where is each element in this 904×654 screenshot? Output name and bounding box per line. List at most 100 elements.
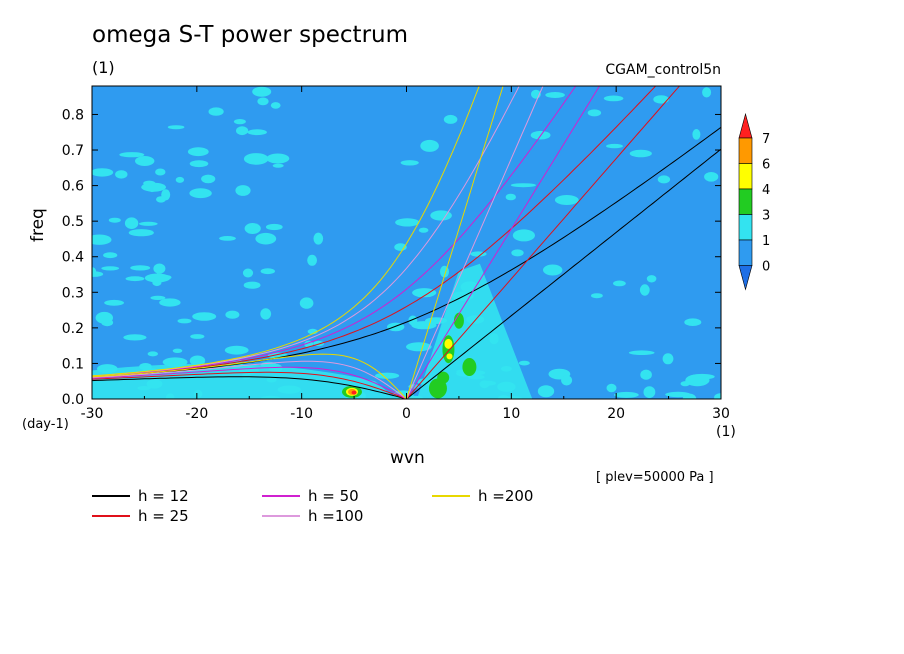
colorbar-label: 7	[762, 132, 770, 147]
power-blob	[537, 385, 555, 398]
y-tick-label: 0.4	[62, 250, 84, 266]
x-axis-label: wvn	[390, 448, 425, 468]
legend-swatch	[92, 495, 130, 497]
power-blob	[408, 315, 418, 326]
kelvin-curve	[406, 86, 504, 399]
power-blob	[640, 369, 652, 380]
power-blob	[235, 185, 251, 196]
power-blob	[665, 391, 691, 398]
power-blob	[130, 265, 151, 271]
power-blob	[272, 163, 284, 168]
legend-swatch	[92, 515, 130, 517]
power-blob	[236, 126, 249, 136]
colorbar-label: 1	[762, 234, 770, 249]
power-blob	[629, 149, 652, 158]
power-blob	[108, 217, 121, 223]
power-blob	[103, 252, 118, 259]
mrg-curve	[92, 86, 577, 377]
rossby-peak	[351, 390, 357, 395]
power-blob	[685, 374, 710, 387]
power-blob	[119, 152, 145, 158]
power-blob	[613, 280, 626, 287]
power-blob	[187, 147, 209, 157]
colorbar-label: 6	[762, 158, 770, 173]
power-blob	[643, 386, 656, 398]
kelvin-core	[462, 357, 477, 376]
power-blob	[92, 168, 114, 177]
power-blob	[247, 129, 267, 136]
y-tick-label: 0.5	[62, 214, 84, 230]
colorbar-min-arrow	[738, 265, 753, 291]
power-blob	[505, 193, 516, 201]
power-blob	[628, 350, 655, 356]
power-blob	[657, 175, 671, 184]
kelvin-core	[437, 371, 450, 384]
mrg-curve	[92, 86, 657, 378]
power-blob	[192, 312, 217, 321]
legend-swatch	[262, 495, 300, 497]
rossby-curve	[92, 371, 407, 399]
power-blob	[242, 268, 254, 278]
power-blob	[510, 183, 536, 188]
power-blob	[587, 109, 602, 117]
colorbar-label: 3	[762, 209, 770, 224]
power-blob	[653, 95, 669, 104]
power-blob	[225, 310, 240, 319]
power-blob	[177, 318, 192, 324]
power-blob	[591, 293, 603, 299]
power-blob	[144, 273, 171, 283]
power-blob	[400, 160, 419, 166]
power-blob	[252, 86, 272, 97]
power-blob	[92, 271, 104, 277]
power-blob	[123, 334, 147, 341]
rossby-curve	[92, 353, 407, 399]
power-blob	[101, 266, 120, 271]
rossby-curve	[92, 360, 407, 399]
power-blob	[512, 229, 536, 242]
power-blob	[375, 372, 400, 379]
power-blob	[646, 275, 657, 283]
colorbar-box	[738, 214, 753, 241]
legend-swatch	[262, 515, 300, 517]
power-blob	[150, 295, 166, 300]
power-blob	[125, 276, 145, 282]
power-blob	[257, 97, 269, 106]
kelvin-peak	[446, 353, 453, 360]
power-blob	[313, 232, 324, 245]
power-blob	[159, 298, 181, 307]
pressure-level-note: [ plev=50000 Pa ]	[596, 470, 714, 485]
legend-label: h = 50	[308, 487, 359, 505]
power-blob	[260, 268, 275, 275]
power-blob	[124, 217, 139, 229]
power-blob	[135, 156, 155, 166]
kelvin-peak	[444, 338, 453, 349]
power-blob	[307, 254, 317, 266]
y-tick-label: 0.0	[62, 392, 84, 408]
power-blob	[243, 153, 269, 165]
x-tick-label: 10	[502, 406, 520, 422]
power-blob	[175, 176, 185, 183]
kelvin-core	[453, 312, 464, 329]
power-blob	[219, 236, 236, 241]
power-blob	[554, 195, 579, 205]
legend-label: h = 25	[138, 507, 189, 525]
colorbar-max-arrow	[738, 112, 753, 139]
power-blob	[115, 170, 128, 179]
power-blob	[511, 249, 524, 257]
power-blob	[395, 218, 420, 227]
kelvin-curve	[406, 148, 721, 399]
colorbar-box	[738, 137, 753, 164]
power-blob	[545, 92, 565, 98]
power-blob	[260, 308, 272, 320]
legend-label: h = 12	[138, 487, 189, 505]
power-blob	[299, 297, 314, 309]
power-blob	[518, 360, 530, 366]
power-blob	[714, 393, 721, 399]
y-tick-label: 0.6	[62, 179, 84, 195]
power-blob	[543, 264, 563, 276]
power-blob	[189, 160, 209, 168]
kelvin-curve	[406, 86, 681, 399]
power-blob	[704, 172, 719, 182]
run-name: CGAM_control5n	[605, 62, 721, 78]
